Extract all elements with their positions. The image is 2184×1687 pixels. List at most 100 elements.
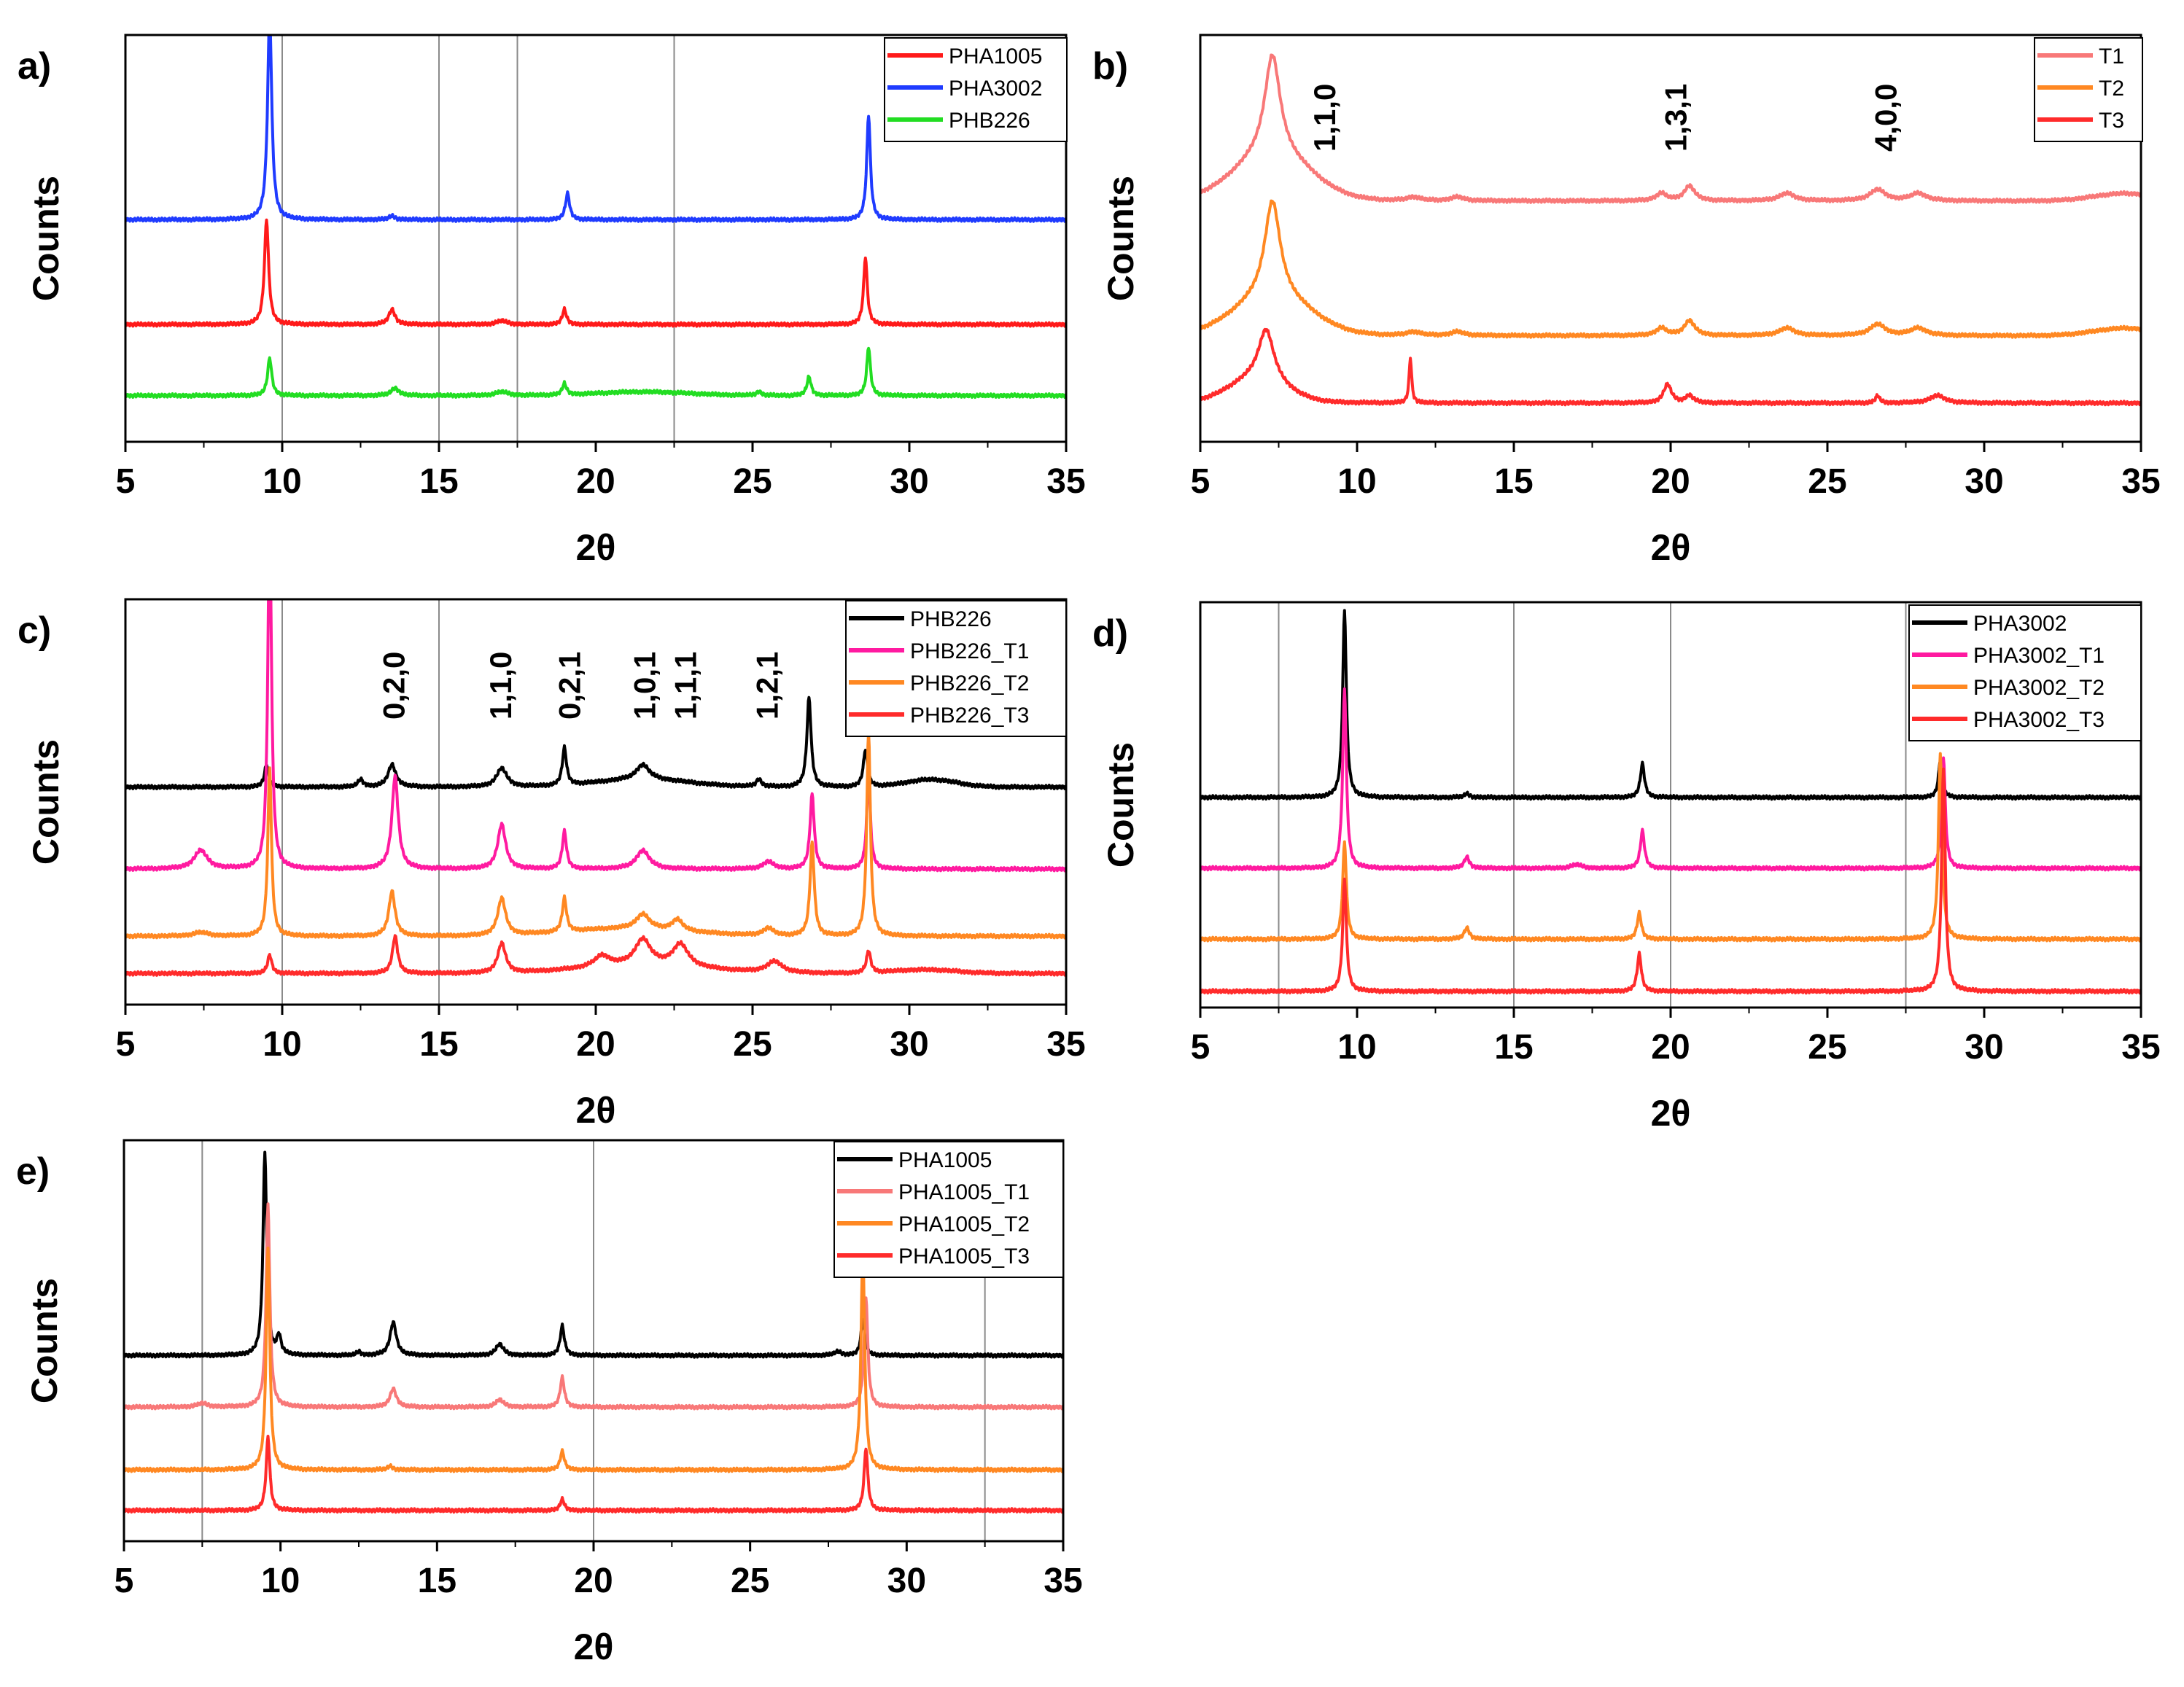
x-tick-label: 15 <box>419 462 458 501</box>
legend-entry: PHA3002 <box>949 77 1042 101</box>
series-line-phb226 <box>125 696 1066 790</box>
legend-entry: PHA1005_T2 <box>898 1212 1030 1236</box>
x-tick-label: 35 <box>2121 462 2160 501</box>
x-tick-label: 10 <box>263 462 301 501</box>
series-line-phb226_t3 <box>125 934 1066 977</box>
x-tick-label: 25 <box>733 1025 772 1064</box>
legend-entry: PHB226_T1 <box>910 639 1029 663</box>
series-line-pha1005 <box>124 1150 1063 1359</box>
x-tick-label: 25 <box>1808 462 1846 501</box>
x-tick-label: 25 <box>1808 1028 1846 1067</box>
peak-annotation: 1,1,1 <box>669 652 703 720</box>
legend-entry: PHA3002 <box>1973 612 2067 636</box>
legend-entry: T1 <box>2099 44 2124 69</box>
series-line-pha3002_t2 <box>1200 752 2141 943</box>
panel-e: 5 10 15 20 25 30 35 2θ Counts e) PHA1005 PHA1005_T1… <box>16 1139 1083 1667</box>
series-line-t3 <box>1200 327 2141 407</box>
x-tick-label: 30 <box>1965 462 2003 501</box>
panel-a: 5 10 15 20 25 30 35 2θ Counts a) PHA1005 PHA3002 PHB… <box>18 34 1086 568</box>
panel-d: 5 10 15 20 25 30 35 2θ Counts d) PHA3002 PHA3002_T1… <box>1092 601 2161 1134</box>
x-tick-label: 5 <box>116 462 136 501</box>
legend-entry: PHA1005_T1 <box>898 1180 1030 1204</box>
y-axis-label: Counts <box>26 176 66 301</box>
x-tick-label: 30 <box>887 1562 926 1600</box>
x-tick-label: 10 <box>1337 462 1376 501</box>
panel-label: a) <box>18 45 51 87</box>
x-tick-label: 20 <box>576 1025 615 1064</box>
x-tick-label: 15 <box>419 1025 458 1064</box>
series-line-pha3002_t3 <box>1200 767 2141 995</box>
x-axis-label: 2θ <box>576 527 616 568</box>
x-axis-label: 2θ <box>1651 1093 1691 1134</box>
panel-b: 5 10 15 20 25 30 35 2θ Counts b) 1,1,0 1,3,1 4,0,0 T1… <box>1092 34 2161 568</box>
x-tick-label: 35 <box>1046 462 1085 501</box>
x-tick-label: 20 <box>1651 1028 1690 1067</box>
x-tick-label: 20 <box>574 1562 613 1600</box>
y-axis-label: Counts <box>26 739 66 865</box>
legend-entry: T3 <box>2099 109 2124 133</box>
y-axis-label: Counts <box>1100 176 1141 301</box>
legend-entry: PHA3002_T3 <box>1973 708 2105 732</box>
x-tick-label: 20 <box>1651 462 1690 501</box>
legend-entry: PHB226 <box>910 607 992 631</box>
x-tick-label: 30 <box>890 462 928 501</box>
y-axis-label: Counts <box>1100 742 1141 868</box>
series-line-t1 <box>1200 53 2141 204</box>
x-tick-label: 35 <box>1044 1562 1082 1600</box>
peak-annotation: 1,0,1 <box>628 652 662 720</box>
legend-entry: PHB226 <box>949 109 1030 133</box>
series-line-pha3002 <box>125 35 1066 223</box>
x-tick-label: 30 <box>890 1025 928 1064</box>
x-tick-label: 25 <box>731 1562 769 1600</box>
x-tick-label: 15 <box>1494 462 1533 501</box>
series-line-phb226 <box>125 346 1066 400</box>
x-tick-label: 5 <box>116 1025 136 1064</box>
panel-c: 5 10 15 20 25 30 35 2θ Counts c) 0,2,0 1,1,0 0,2,1 1,… <box>18 598 1086 1131</box>
panel-label: c) <box>18 609 51 652</box>
x-tick-label: 15 <box>418 1562 456 1600</box>
x-tick-label: 35 <box>2121 1028 2160 1067</box>
peak-annotation: 1,2,1 <box>750 652 784 720</box>
x-tick-label: 15 <box>1494 1028 1533 1067</box>
peak-annotation: 1,3,1 <box>1659 84 1693 152</box>
series-line-t2 <box>1200 199 2141 339</box>
x-axis-label: 2θ <box>576 1090 616 1131</box>
x-tick-label: 5 <box>1191 1028 1210 1067</box>
peak-annotation: 4,0,0 <box>1869 84 1903 152</box>
series-line-phb226_t1 <box>125 599 1066 873</box>
series-line-phb226_t2 <box>125 730 1066 940</box>
panel-label: e) <box>16 1150 50 1193</box>
panel-label: b) <box>1092 45 1128 87</box>
y-axis-label: Counts <box>24 1278 65 1403</box>
legend-entry: PHB226_T3 <box>910 704 1029 728</box>
x-tick-label: 5 <box>1191 462 1210 501</box>
peak-annotation: 1,1,0 <box>1307 84 1342 152</box>
series-line-pha3002_t1 <box>1200 687 2141 872</box>
series-line-pha3002 <box>1200 609 2141 801</box>
series-line-pha1005_t1 <box>124 1202 1063 1411</box>
legend-entry: PHA3002_T2 <box>1973 676 2105 700</box>
x-tick-label: 10 <box>263 1025 301 1064</box>
x-tick-label: 25 <box>733 462 772 501</box>
x-tick-label: 20 <box>576 462 615 501</box>
series-line-pha1005 <box>125 218 1066 328</box>
legend-entry: PHA1005 <box>949 44 1042 69</box>
x-tick-label: 10 <box>261 1562 300 1600</box>
panel-label: d) <box>1092 612 1128 655</box>
peak-annotation: 0,2,1 <box>553 652 587 720</box>
peak-annotation: 1,1,0 <box>483 652 518 720</box>
x-tick-label: 5 <box>114 1562 134 1600</box>
legend-entry: PHA1005_T3 <box>898 1244 1030 1269</box>
legend-entry: PHA3002_T1 <box>1973 644 2105 668</box>
series-line-pha1005_t2 <box>124 1246 1063 1473</box>
x-tick-label: 35 <box>1046 1025 1085 1064</box>
legend-entry: T2 <box>2099 77 2124 101</box>
legend-entry: PHA1005 <box>898 1148 992 1172</box>
legend-entry: PHB226_T2 <box>910 671 1029 696</box>
x-axis-label: 2θ <box>1651 527 1691 568</box>
x-axis-label: 2θ <box>574 1626 614 1667</box>
x-tick-label: 30 <box>1965 1028 2003 1067</box>
series-line-pha1005_t3 <box>124 1435 1063 1514</box>
peak-annotation: 0,2,0 <box>377 652 411 720</box>
